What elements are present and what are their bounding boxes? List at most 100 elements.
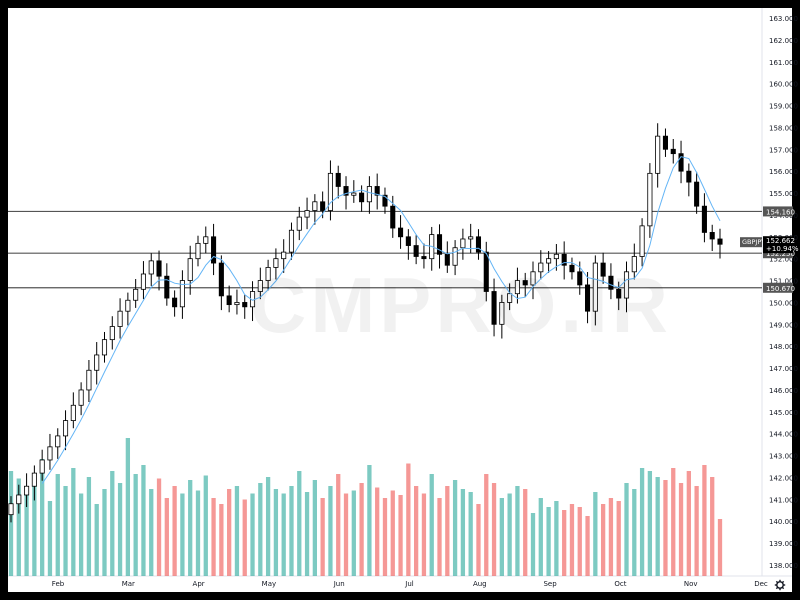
month-label: Mar	[122, 580, 135, 588]
volume-bar	[569, 504, 575, 576]
candle-body	[16, 494, 22, 505]
volume-bar	[24, 493, 29, 576]
level-label: 154.160	[766, 208, 795, 216]
candle-body	[569, 264, 575, 273]
symbol-label-box	[740, 237, 762, 248]
volume-bar	[32, 483, 37, 576]
month-label: Feb	[52, 580, 65, 588]
candle-body	[86, 369, 92, 391]
month-label: Nov	[684, 580, 698, 588]
volume-bar	[227, 489, 232, 576]
candle-body	[296, 216, 302, 231]
candle-body	[538, 262, 544, 273]
candle-body	[522, 280, 528, 286]
candle-body	[592, 262, 598, 312]
candle-body	[226, 295, 232, 306]
price-tick-label: 155.000	[769, 190, 798, 198]
candle-body	[304, 210, 310, 218]
price-tick-label: 144.000	[769, 431, 798, 439]
candle-body	[47, 446, 53, 461]
candle-body	[436, 234, 443, 255]
volume-bar	[336, 474, 341, 576]
candle-body	[257, 280, 263, 292]
volume-bar	[429, 474, 434, 576]
chart-background	[8, 8, 792, 592]
volume-bar	[110, 471, 115, 576]
candle-body	[413, 245, 419, 257]
volume-bar	[632, 489, 637, 576]
price-tick-label: 139.000	[769, 540, 798, 548]
candle-body	[101, 339, 108, 356]
price-tick-label: 147.000	[769, 365, 798, 373]
candle-body	[265, 267, 271, 281]
volume-bar	[156, 478, 162, 576]
volume-bar	[55, 474, 60, 576]
volume-bar	[242, 499, 247, 576]
volume-bar	[593, 492, 598, 576]
volume-bar	[265, 477, 271, 576]
candle-body	[444, 253, 450, 266]
volume-bar	[530, 513, 536, 576]
volume-bar	[273, 489, 279, 576]
volume-bar	[40, 459, 45, 576]
volume-bar	[250, 493, 255, 576]
volume-bar	[281, 493, 286, 576]
candle-body	[694, 181, 700, 207]
volume-bar	[47, 501, 53, 576]
month-label: Jun	[333, 580, 345, 588]
candle-body	[148, 260, 154, 275]
volume-bar	[437, 498, 442, 576]
volume-bar	[499, 498, 504, 576]
candle-body	[125, 299, 131, 312]
candle-body	[39, 459, 45, 474]
volume-bar	[125, 438, 131, 576]
volume-bar	[671, 468, 676, 576]
volume-bar	[546, 507, 551, 576]
volume-bar	[102, 489, 107, 576]
volume-bar	[258, 483, 263, 576]
candle-body	[288, 229, 295, 253]
volume-bar	[86, 477, 92, 576]
candle-body	[709, 232, 715, 240]
candle-body	[203, 236, 209, 244]
volume-bar	[398, 495, 403, 576]
candle-body	[164, 275, 170, 299]
month-label: Sep	[543, 580, 557, 588]
volume-bar	[460, 489, 466, 576]
price-tick-label: 161.000	[769, 59, 798, 67]
candle-body	[499, 302, 505, 325]
price-tick-label: 156.000	[769, 168, 798, 176]
candle-body	[452, 247, 458, 266]
candle-body	[553, 253, 559, 260]
volume-bar	[476, 504, 481, 576]
candle-body	[717, 238, 723, 245]
volume-bar	[297, 471, 302, 576]
volume-bar	[616, 501, 621, 576]
price-tick-label: 157.000	[769, 146, 798, 154]
symbol-label: GBPJPY	[742, 238, 765, 246]
candle-body	[631, 256, 637, 273]
month-label: Oct	[614, 580, 626, 588]
volume-bar	[663, 480, 668, 576]
candle-body	[390, 205, 396, 229]
volume-bar	[133, 474, 138, 576]
month-label: Aug	[473, 580, 487, 588]
price-tick-label: 162.000	[769, 37, 798, 45]
candle-body	[678, 153, 684, 172]
price-tick-label: 140.000	[769, 518, 798, 526]
candle-body	[483, 251, 489, 292]
volume-bar	[491, 483, 497, 576]
candle-body	[133, 288, 139, 301]
candle-body	[242, 302, 248, 308]
volume-bar	[382, 498, 388, 576]
price-tick-label: 145.000	[769, 409, 798, 417]
volume-bar	[562, 510, 567, 576]
price-tick-label: 148.000	[769, 343, 798, 351]
candle-body	[561, 253, 567, 266]
volume-bar	[195, 490, 201, 576]
volume-bar	[211, 498, 216, 576]
settings-gear-icon[interactable]	[774, 579, 786, 591]
volume-bar	[304, 492, 310, 576]
volume-bar	[678, 483, 684, 576]
